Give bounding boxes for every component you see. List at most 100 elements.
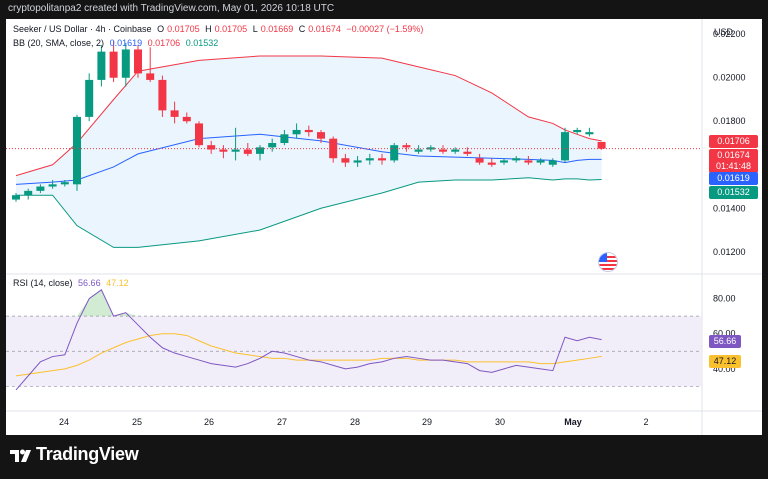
basis-badge-text: 0.01619	[717, 173, 750, 183]
price-tick-label: 0.02200	[713, 29, 746, 39]
candle-body	[426, 147, 435, 150]
rsi-ma-badge: 47.12	[709, 355, 741, 368]
lower-band-badge: 0.01532	[709, 186, 758, 199]
close-value: 0.01674	[308, 24, 341, 34]
candle-body	[475, 158, 484, 163]
candle-body	[548, 160, 557, 165]
symbol-legend: Seeker / US Dollar · 4h · Coinbase O 0.01…	[13, 24, 426, 34]
bb-legend: BB (20, SMA, close, 2) 0.01619 0.01706 0…	[13, 38, 221, 48]
candle-body	[219, 149, 228, 152]
rsi-label: RSI (14, close)	[13, 278, 73, 288]
open-label: O	[157, 24, 165, 34]
candle-body	[292, 129, 301, 135]
candle-body	[170, 110, 179, 117]
candle-body	[231, 149, 240, 152]
change-value: −0.00027 (−1.59%)	[346, 24, 424, 34]
candle-body	[24, 190, 33, 196]
price-tick-label: 0.01400	[713, 203, 746, 213]
bb-upper-value: 0.01706	[147, 38, 181, 48]
rsi-tick-label: 40.00	[713, 364, 736, 374]
last-price-badge: 0.01674 01:41:48	[709, 149, 758, 173]
high-value: 0.01705	[214, 24, 248, 34]
rsi-tick-label: 60.00	[713, 329, 736, 339]
rsi-line	[15, 289, 602, 391]
candle-body	[353, 160, 362, 163]
tradingview-brand-name: TradingView	[36, 444, 139, 464]
currency-label[interactable]: USD	[714, 27, 734, 37]
candle-body	[304, 129, 313, 133]
chart-canvas[interactable]: 0.022000.020000.018000.016000.014000.012…	[6, 19, 762, 435]
candle-body	[451, 149, 460, 152]
open-value: 0.01705	[167, 24, 200, 34]
candle-body	[573, 129, 582, 133]
candle-body	[85, 79, 94, 117]
time-tick-label: 28	[350, 417, 360, 427]
close-label: C	[298, 24, 306, 34]
candle-body	[378, 158, 386, 161]
candle-body	[243, 149, 252, 154]
candle-body	[12, 195, 20, 200]
candle-body	[597, 141, 606, 149]
candle-body	[317, 132, 325, 139]
candle-body	[268, 143, 277, 148]
candle-body	[121, 49, 130, 78]
candle-body	[109, 51, 118, 78]
bb-label: BB (20, SMA, close, 2)	[13, 38, 105, 48]
candle-body	[158, 79, 167, 111]
high-label: H	[205, 24, 212, 34]
candle-body	[280, 134, 289, 143]
time-tick-label: 24	[59, 417, 69, 427]
tradingview-logo-icon	[10, 449, 31, 462]
candle-body	[365, 158, 374, 161]
candle-body	[463, 151, 472, 154]
time-tick-label: 29	[422, 417, 432, 427]
bollinger-lower-line	[16, 177, 602, 248]
rsi-tick-label: 80.00	[713, 294, 736, 304]
bollinger-basis-line	[15, 133, 602, 185]
candle-body	[97, 51, 106, 80]
symbol-name: Seeker / US Dollar · 4h · Coinbase	[13, 24, 152, 34]
candle-body	[36, 186, 45, 191]
last-price-text: 0.01674	[717, 150, 750, 160]
bb-basis-value: 0.01619	[109, 38, 143, 48]
low-label: L	[252, 24, 258, 34]
candle-body	[414, 149, 423, 152]
candle-body	[48, 184, 57, 187]
candle-body	[524, 160, 533, 163]
candle-body	[182, 116, 191, 122]
rsi-legend-value: 56.66	[78, 278, 101, 288]
countdown-text: 01:41:48	[715, 161, 752, 171]
time-tick-label: 27	[277, 417, 287, 427]
attribution-bar: cryptopolitanpa2 created with TradingVie…	[0, 0, 768, 18]
time-tick-label: 25	[132, 417, 142, 427]
rsi-legend: RSI (14, close) 56.66 47.12	[13, 278, 132, 288]
time-tick-label: May	[564, 417, 582, 427]
candle-body	[487, 162, 496, 165]
candle-body	[439, 149, 447, 152]
rsi-badge: 56.66	[709, 335, 741, 348]
basis-badge: 0.01619	[709, 172, 758, 185]
bollinger-upper-line	[15, 55, 602, 177]
candle-body	[536, 160, 545, 163]
candle-body	[390, 145, 399, 161]
candle-body	[256, 147, 264, 154]
candle-body	[134, 49, 142, 74]
time-tick-label: 26	[204, 417, 214, 427]
upper-band-badge-text: 0.01706	[717, 136, 750, 146]
candle-body	[146, 73, 155, 80]
candle-body	[561, 132, 569, 161]
rsi-ma-badge-text: 47.12	[713, 356, 737, 366]
candle-body	[402, 145, 411, 148]
chart-panel[interactable]: 0.022000.020000.018000.016000.014000.012…	[6, 19, 762, 435]
candle-body	[73, 116, 81, 185]
rsi-ma-legend-value: 47.12	[106, 278, 129, 288]
upper-band-badge: 0.01706	[709, 135, 758, 148]
lower-band-badge-text: 0.01532	[717, 187, 750, 197]
us-flag-icon[interactable]	[598, 252, 618, 272]
price-tick-label: 0.01200	[713, 247, 746, 257]
candle-body	[500, 160, 508, 163]
time-tick-label: 30	[495, 417, 505, 427]
brand-footer: TradingView	[0, 435, 768, 479]
price-tick-label: 0.01800	[713, 116, 746, 126]
candle-body	[585, 132, 594, 135]
